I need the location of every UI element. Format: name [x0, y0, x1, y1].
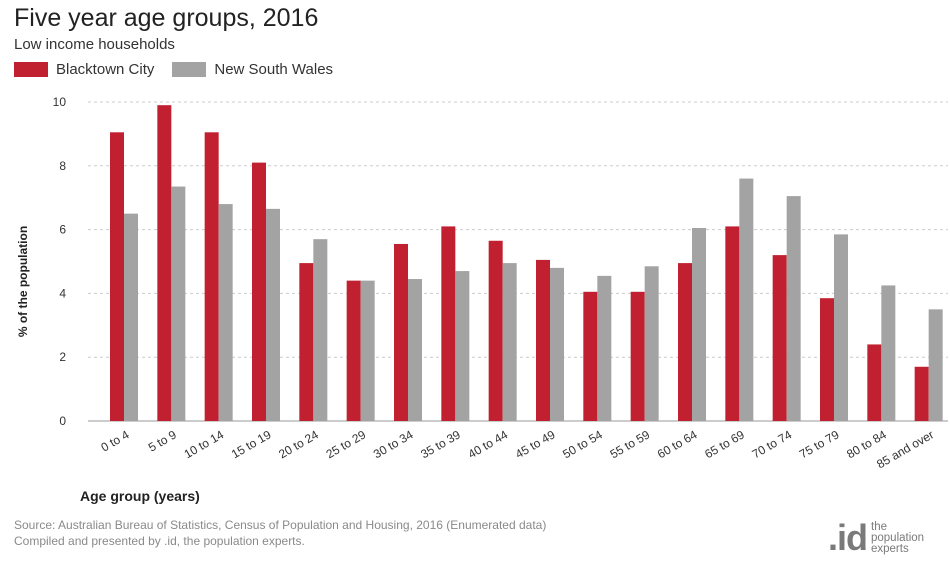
- bar-nsw: [360, 280, 375, 421]
- bar-blacktown: [536, 259, 550, 421]
- bar-blacktown: [394, 243, 408, 421]
- legend: Blacktown City New South Wales: [14, 61, 351, 78]
- y-tick-label: 6: [59, 223, 66, 237]
- bar-blacktown: [820, 298, 834, 421]
- x-tick-label: 0 to 4: [98, 427, 131, 454]
- x-tick-label: 55 to 59: [608, 427, 653, 461]
- x-tick-label: 25 to 29: [324, 427, 369, 461]
- id-logo: .id the population experts: [828, 520, 924, 556]
- y-axis-title: % of the population: [16, 226, 30, 337]
- bar-nsw: [644, 266, 659, 421]
- y-tick-label: 10: [53, 95, 67, 109]
- logo-line: population: [871, 531, 925, 544]
- bar-blacktown: [488, 240, 503, 421]
- x-axis-title: Age group (years): [80, 488, 200, 504]
- x-tick-label: 75 to 79: [797, 427, 842, 461]
- x-tick-label: 45 to 49: [513, 427, 558, 461]
- bar-nsw: [597, 275, 612, 421]
- bar-nsw: [834, 234, 848, 421]
- bar-blacktown: [441, 226, 456, 421]
- bar-blacktown: [110, 132, 124, 421]
- x-tick-label: 5 to 9: [146, 427, 179, 454]
- x-tick-label: 20 to 24: [276, 427, 321, 461]
- bar-nsw: [218, 204, 233, 421]
- legend-swatch-nsw: [172, 62, 207, 77]
- bar-blacktown: [299, 263, 314, 421]
- source-note: Source: Australian Bureau of Statistics,…: [14, 517, 546, 549]
- bar-nsw: [313, 239, 328, 421]
- bar-blacktown: [252, 162, 266, 422]
- logo-line: the: [871, 520, 887, 533]
- bar-chart: 0 2 4 6 8 10 0 to 4 5 to 9 10 to 14 15 to 19 20 to…: [16, 95, 948, 504]
- bar-nsw: [692, 228, 706, 421]
- bar-nsw: [881, 285, 896, 421]
- bar-nsw: [408, 279, 422, 421]
- compiled-line: Compiled and presented by .id, the popul…: [14, 534, 305, 548]
- bar-nsw: [455, 271, 470, 421]
- bar-blacktown: [678, 263, 692, 421]
- logo-mark: .id: [828, 517, 868, 558]
- x-tick-label: 40 to 44: [466, 427, 511, 461]
- logo-line: experts: [871, 542, 909, 555]
- logo-text: the population experts: [871, 520, 925, 555]
- legend-item-blacktown[interactable]: Blacktown City: [14, 61, 154, 78]
- chart-title: Five year age groups, 2016: [14, 4, 319, 32]
- bar-nsw: [171, 186, 186, 421]
- bar-nsw: [786, 196, 801, 421]
- x-tick-label: 65 to 69: [702, 427, 747, 461]
- x-tick-label: 60 to 64: [655, 427, 700, 461]
- bar-blacktown: [725, 226, 740, 421]
- chart-subtitle: Low income households: [14, 36, 175, 53]
- legend-label-nsw: New South Wales: [214, 61, 334, 78]
- y-tick-label: 0: [59, 414, 66, 428]
- y-tick-label: 8: [59, 159, 66, 173]
- x-tick-label: 35 to 39: [418, 427, 463, 461]
- bar-blacktown: [204, 132, 219, 421]
- bar-nsw: [739, 178, 754, 421]
- bar-nsw: [928, 309, 943, 421]
- x-tick-label: 15 to 19: [229, 427, 274, 461]
- bar-nsw: [550, 267, 564, 421]
- y-tick-label: 4: [59, 286, 66, 300]
- legend-label-blacktown: Blacktown City: [56, 61, 155, 78]
- bar-blacktown: [346, 280, 361, 421]
- bar-blacktown: [583, 291, 598, 421]
- bar-nsw: [502, 263, 517, 421]
- bar-nsw: [266, 208, 280, 421]
- bar-blacktown: [914, 366, 929, 421]
- x-tick-label: 50 to 54: [560, 427, 605, 461]
- bar-blacktown: [630, 291, 645, 421]
- bar-blacktown: [867, 344, 882, 421]
- y-tick-label: 2: [59, 350, 66, 364]
- bar-blacktown: [157, 105, 172, 421]
- x-tick-label: 30 to 34: [371, 427, 416, 461]
- x-tick-label: 70 to 74: [750, 427, 795, 461]
- bar-nsw: [124, 213, 138, 421]
- x-tick-label: 10 to 14: [182, 427, 227, 461]
- legend-swatch-blacktown: [14, 62, 48, 77]
- legend-item-nsw[interactable]: New South Wales: [172, 61, 333, 78]
- bar-blacktown: [772, 255, 787, 421]
- source-line: Source: Australian Bureau of Statistics,…: [14, 518, 547, 532]
